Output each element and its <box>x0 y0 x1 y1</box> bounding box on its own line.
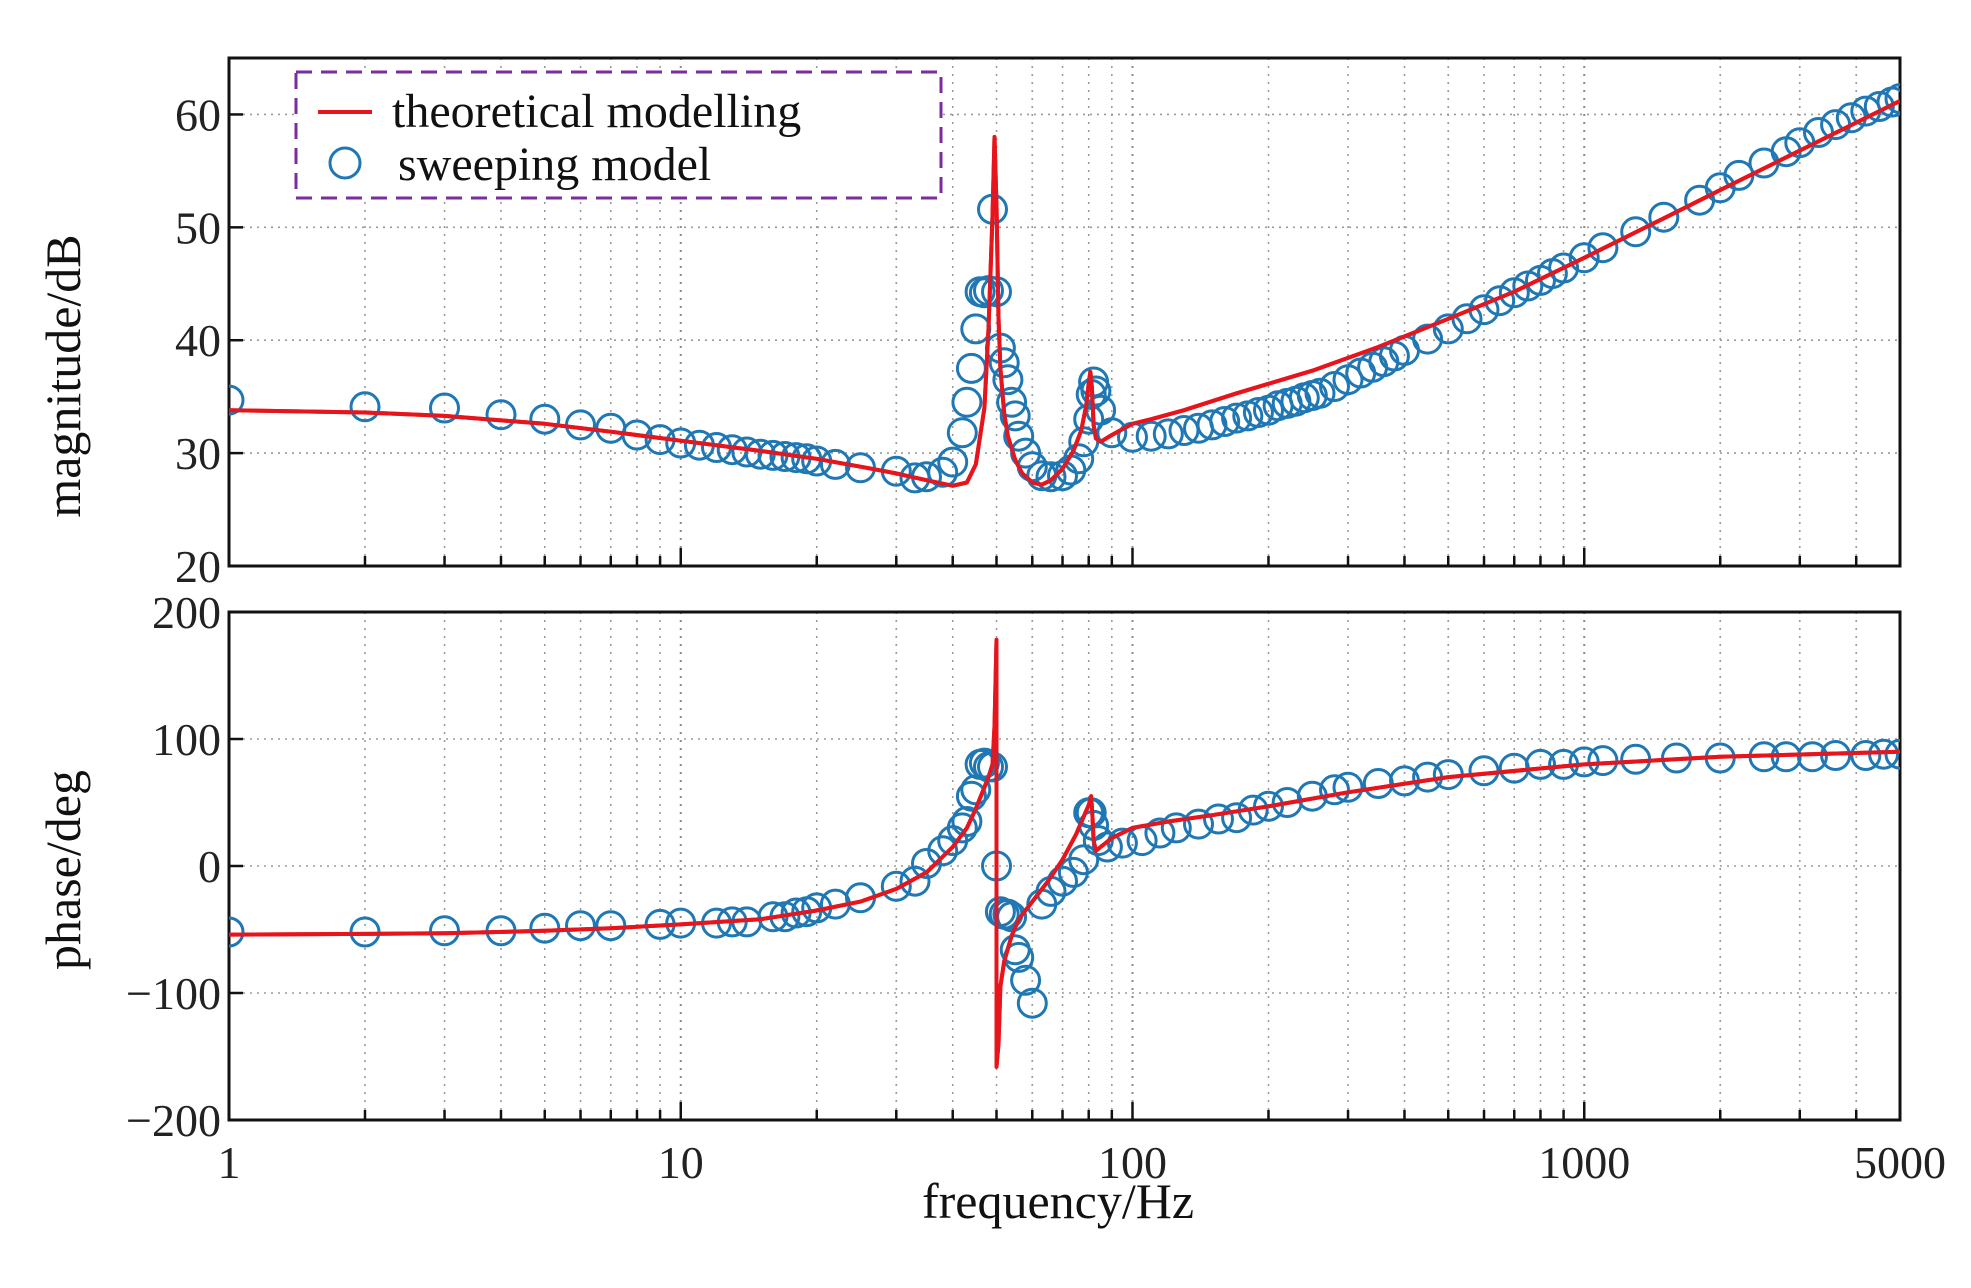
y-tick-label: 100 <box>152 714 221 765</box>
mag-sweep-point <box>1063 443 1095 475</box>
phase-sweep-point <box>1203 803 1234 835</box>
mag-sweep-point <box>992 364 1024 396</box>
y-tick-label: 200 <box>152 587 221 638</box>
phase-sweep-point <box>1332 771 1364 803</box>
mag-sweep-point <box>1884 83 1900 115</box>
magnitude-ylabel: magnitude/dB <box>35 234 91 517</box>
phase-plot-area <box>229 637 1900 1069</box>
mag-sweep-point <box>1152 418 1184 450</box>
x-tick-label: 100 <box>1098 1137 1167 1188</box>
mag-sweep-point <box>1096 417 1128 449</box>
phase-sweep-point <box>955 780 987 812</box>
mag-sweep-point <box>349 391 381 423</box>
legend-label-sweeping: sweeping model <box>398 138 711 191</box>
phase-sweep-point <box>529 912 561 944</box>
phase-sweep-point <box>429 915 460 947</box>
mag-sweep-point <box>1648 201 1680 233</box>
mag-axes-frame <box>227 56 1902 568</box>
phase-panel: −200 −100 0 100 200 1 10 100 1000 5000 <box>126 587 1946 1188</box>
phase-ticks: −200 −100 0 100 200 1 10 100 1000 5000 <box>126 587 1946 1188</box>
mag-ticks: 20 30 40 50 60 <box>175 89 1902 592</box>
y-tick-label: 60 <box>175 89 221 140</box>
y-tick-label: 30 <box>175 428 221 479</box>
legend: theoretical modelling sweeping model <box>294 70 943 200</box>
mag-theoretical-line-overlay <box>229 99 1900 488</box>
phase-sweep-point <box>946 812 978 844</box>
mag-sweep-point <box>1221 402 1253 434</box>
mag-sweep-point <box>1620 216 1652 248</box>
phase-ylabel: phase/deg <box>35 770 91 970</box>
phase-sweep-point <box>229 916 245 948</box>
mag-sweep-point <box>937 446 969 478</box>
mag-sweep-point <box>999 400 1031 432</box>
phase-sweep-point <box>1319 774 1350 806</box>
x-tick-label: 1000 <box>1538 1137 1630 1188</box>
mag-sweep-point <box>1568 242 1600 274</box>
phase-sweep-point <box>1525 748 1556 780</box>
phase-sweep-point <box>1850 740 1882 771</box>
mag-sweep-point <box>1484 285 1516 317</box>
phase-sweep-point <box>1160 812 1192 844</box>
y-tick-label: −100 <box>126 968 221 1019</box>
mag-sweep-point <box>1135 420 1167 452</box>
phase-sweep-point <box>1796 741 1828 773</box>
y-tick-label: −200 <box>126 1095 221 1146</box>
phase-sweep-point <box>927 835 959 867</box>
mag-sweep-point <box>1587 232 1619 264</box>
x-tick-label: 5000 <box>1854 1137 1946 1188</box>
mag-sweep-point <box>946 417 978 449</box>
legend-label-theoretical: theoretical modelling <box>392 85 801 138</box>
phase-sweep-point <box>1253 790 1284 822</box>
phase-sweep-point <box>565 910 596 942</box>
mag-sweep-point <box>951 386 983 418</box>
mag-sweep-point <box>1003 420 1035 452</box>
mag-sweep-point <box>1080 375 1112 407</box>
phase-sweep-point <box>1183 808 1214 840</box>
mag-sweep-point <box>229 384 245 416</box>
mag-sweep-point <box>1047 460 1078 492</box>
mag-sweep-point <box>1432 313 1464 345</box>
mag-sweep-point <box>1548 252 1580 284</box>
mag-sweep-point <box>485 399 517 431</box>
phase-theoretical-line-overlay <box>229 637 1900 1069</box>
mag-sweep-point <box>1035 461 1067 493</box>
mag-sweep-point <box>1304 377 1336 409</box>
y-tick-label: 20 <box>175 541 221 592</box>
y-tick-label: 40 <box>175 315 221 366</box>
mag-plot-area <box>229 83 1900 494</box>
mag-sweep-point <box>927 456 959 488</box>
y-tick-label: 0 <box>198 841 221 892</box>
phase-sweep-point <box>880 870 912 902</box>
legend-circle-swatch <box>328 146 362 180</box>
phase-sweep-point <box>1016 987 1048 1019</box>
mag-sweep-point <box>1209 406 1241 437</box>
mag-sweep-point <box>996 386 1028 418</box>
phase-sweep-point <box>1082 825 1114 857</box>
y-tick-label: 50 <box>175 202 221 253</box>
x-axis-label: frequency/Hz <box>922 1173 1194 1229</box>
x-tick-label: 10 <box>658 1137 704 1188</box>
x-tick-label: 1 <box>218 1137 241 1188</box>
mag-sweep-point <box>988 347 1020 379</box>
phase-sweep-point <box>1221 802 1253 834</box>
phase-sweep-point <box>1884 738 1900 770</box>
phase-sweep-point <box>1010 964 1042 996</box>
phase-sweep-point <box>1144 817 1176 849</box>
mag-sweep-point <box>529 403 561 435</box>
phase-sweep-point <box>951 806 983 837</box>
legend-box <box>294 70 943 200</box>
phase-sweep-point <box>1362 768 1394 799</box>
magnitude-panel: 20 30 40 50 60 <box>175 56 1902 592</box>
mag-sweep-point <box>1863 91 1895 122</box>
mag-sweep-point <box>429 392 460 424</box>
phase-sweep-point <box>899 865 931 897</box>
